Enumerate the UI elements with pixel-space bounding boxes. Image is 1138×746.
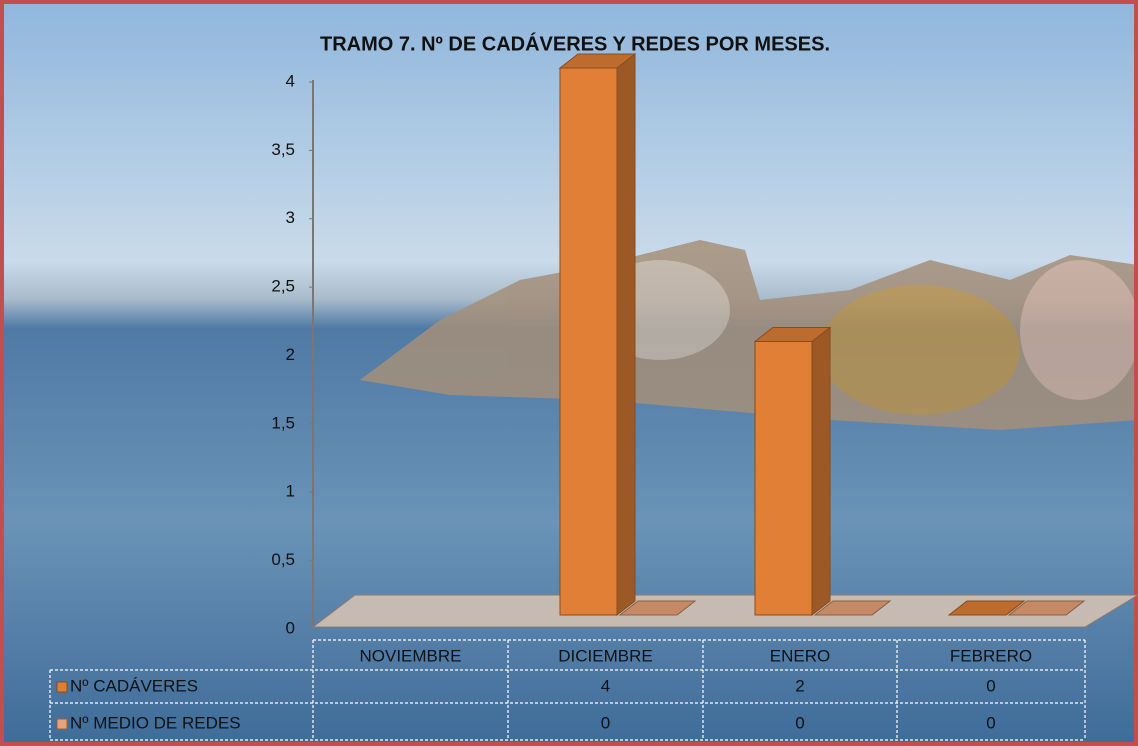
chart-title: TRAMO 7. Nº DE CADÁVERES Y REDES POR MES… (320, 32, 830, 55)
bar-top (618, 600, 697, 616)
bar (558, 52, 637, 617)
bar-top (813, 600, 892, 616)
bar-front (754, 341, 813, 616)
rock (1020, 260, 1138, 400)
y-tick-label: 4 (286, 71, 295, 90)
table-value: 0 (795, 713, 804, 732)
bar-top (947, 600, 1026, 616)
table-value: 4 (601, 676, 610, 695)
y-tick-label: 1,5 (271, 413, 295, 432)
bar-side (811, 326, 831, 617)
legend-label: Nº MEDIO DE REDES (70, 713, 241, 732)
y-tick-label: 1 (286, 482, 295, 501)
x-tick-label: DICIEMBRE (558, 646, 652, 665)
bar-front (559, 67, 618, 616)
bar (1007, 600, 1086, 616)
x-tick-label: FEBRERO (950, 646, 1032, 665)
bar-top (1007, 600, 1086, 616)
bar (947, 600, 1026, 616)
x-tick-label: NOVIEMBRE (359, 646, 461, 665)
y-tick-label: 3 (286, 208, 295, 227)
table-value: 0 (986, 713, 995, 732)
bar (618, 600, 697, 616)
bar (753, 326, 832, 617)
rocks (360, 240, 1138, 430)
y-tick-label: 3,5 (271, 140, 295, 159)
y-tick-label: 0,5 (271, 550, 295, 569)
bar (813, 600, 892, 616)
legend-swatch (56, 681, 68, 693)
floor (311, 594, 1138, 628)
y-tick-label: 2 (286, 345, 295, 364)
table-value: 0 (986, 676, 995, 695)
y-tick-label: 0 (286, 618, 295, 637)
table-value: 2 (795, 676, 804, 695)
bar-top (753, 327, 832, 342)
legend-swatch (56, 718, 68, 730)
bar-top (558, 53, 637, 69)
rock (820, 285, 1020, 415)
bar-side (616, 52, 636, 617)
legend-label: Nº CADÁVERES (70, 676, 198, 695)
y-tick-label: 2,5 (271, 277, 295, 296)
x-tick-label: ENERO (770, 646, 830, 665)
table-value: 0 (601, 713, 610, 732)
